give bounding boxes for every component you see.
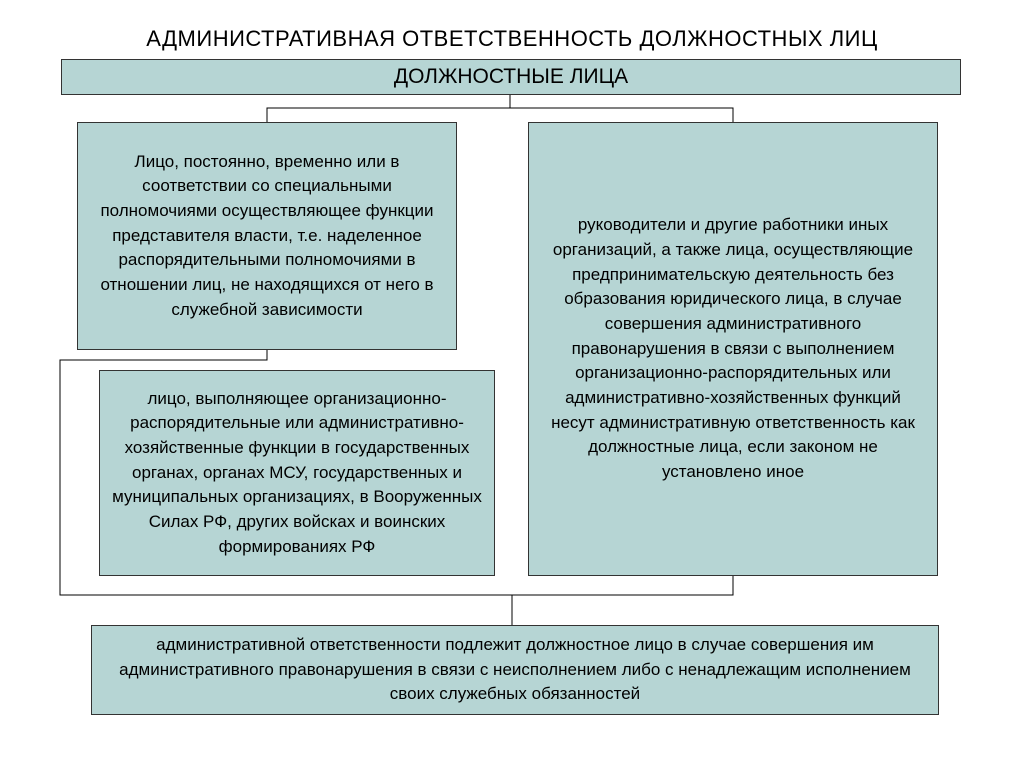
header-box: ДОЛЖНОСТНЫЕ ЛИЦА: [61, 59, 961, 95]
header-text: ДОЛЖНОСТНЫЕ ЛИЦА: [394, 62, 628, 92]
definition-box-functions: лицо, выполняющее организационно-распоря…: [99, 370, 495, 576]
summary-box: административной ответственности подлежи…: [91, 625, 939, 715]
connector-header-box_right: [510, 95, 733, 122]
definition-text-3: руководители и другие работники иных орг…: [541, 213, 925, 484]
main-title: АДМИНИСТРАТИВНАЯ ОТВЕТСТВЕННОСТЬ ДОЛЖНОС…: [0, 26, 1024, 52]
definition-box-authority: Лицо, постоянно, временно или в соответс…: [77, 122, 457, 350]
summary-text: административной ответственности подлежи…: [104, 633, 926, 707]
connector-box_right-box_bottom: [512, 576, 733, 595]
definition-text-2: лицо, выполняющее организационно-распоря…: [112, 387, 482, 559]
definition-box-managers: руководители и другие работники иных орг…: [528, 122, 938, 576]
connector-header-box_left1: [267, 95, 510, 122]
definition-text-1: Лицо, постоянно, временно или в соответс…: [90, 150, 444, 322]
